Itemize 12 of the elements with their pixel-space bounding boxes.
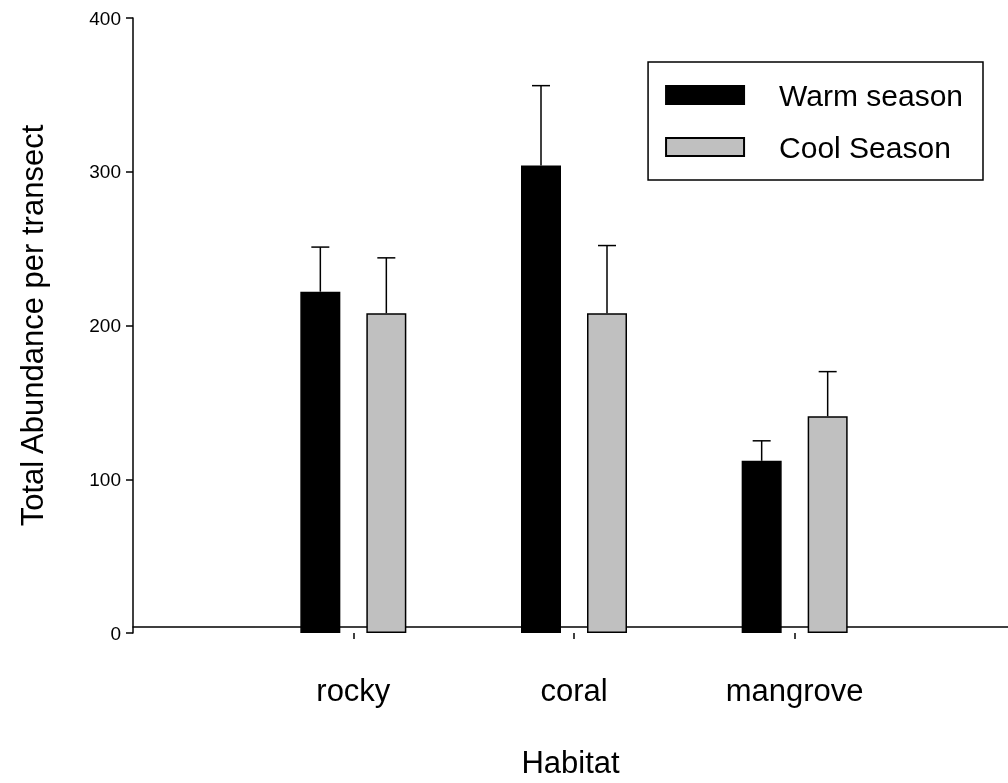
legend-label: Warm season [779, 78, 964, 112]
y-tick-label: 100 [89, 468, 121, 490]
x-tick-label: rocky [316, 673, 391, 708]
y-tick-label: 300 [89, 161, 121, 183]
legend-label: Cool Season [779, 130, 951, 164]
y-tick-label: 0 [110, 622, 121, 644]
x-axis-title: Habitat [521, 745, 620, 780]
y-tick-label: 400 [89, 7, 121, 29]
x-tick-label: mangrove [725, 673, 864, 708]
x-tick-label: coral [540, 673, 608, 708]
y-tick-label: 200 [89, 315, 121, 336]
y-axis-title: Total Abundance per transect [15, 124, 50, 527]
